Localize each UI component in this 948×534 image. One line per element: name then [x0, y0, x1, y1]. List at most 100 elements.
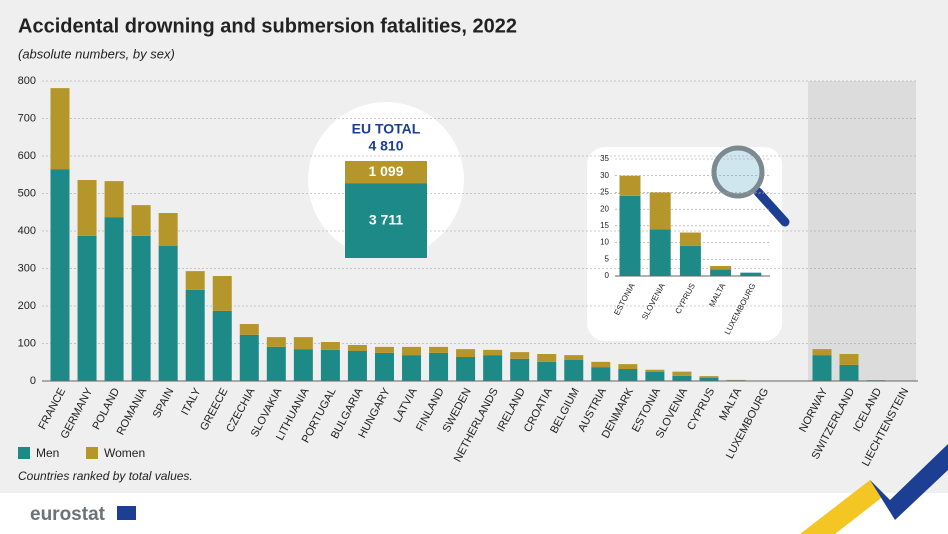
y-tick-label: 15	[600, 221, 609, 230]
y-tick-label: 30	[600, 171, 609, 180]
bar-segment	[347, 351, 367, 381]
bar-segment	[77, 235, 97, 381]
bar-segment	[618, 369, 638, 381]
bar-segment	[212, 310, 232, 381]
bar-segment	[619, 175, 641, 196]
bar-segment	[510, 352, 530, 359]
bar-segment	[320, 342, 340, 350]
magnifier	[711, 145, 790, 227]
bar-segment	[266, 337, 286, 347]
bar-segment	[710, 269, 732, 276]
legend-swatch	[18, 447, 30, 459]
bar-segment	[649, 192, 671, 230]
bar-segment	[374, 352, 394, 381]
y-tick-label: 800	[18, 75, 36, 87]
bar-segment	[212, 276, 232, 311]
bar-segment	[131, 205, 151, 236]
y-tick-label: 10	[600, 238, 609, 247]
eu-men-label: 3 711	[369, 211, 403, 227]
bar-segment	[158, 246, 178, 381]
y-tick-label: 200	[18, 300, 36, 312]
bar-segment	[812, 349, 832, 356]
bar-segment	[740, 272, 762, 276]
note: Countries ranked by total values.	[18, 469, 193, 483]
bar-segment	[293, 349, 313, 381]
legend-label: Men	[36, 446, 59, 460]
eu-women-label: 1 099	[368, 163, 403, 179]
bar-segment	[839, 364, 859, 381]
bar-segment	[77, 180, 97, 236]
bar-segment	[185, 289, 205, 381]
bar-segment	[537, 354, 557, 362]
eu-flag	[117, 506, 136, 520]
bar-segment	[374, 346, 394, 353]
bar-segment	[672, 371, 692, 376]
bar-segment	[266, 346, 286, 381]
legend-label: Women	[104, 446, 145, 460]
legend-swatch	[86, 447, 98, 459]
bar-segment	[104, 217, 124, 381]
y-tick-label: 600	[18, 150, 36, 162]
bar-segment	[510, 358, 530, 381]
y-tick-label: 25	[600, 188, 609, 197]
bar-segment	[619, 195, 641, 276]
chart-title: Accidental drowning and submersion fatal…	[18, 15, 517, 37]
bar-segment	[402, 355, 422, 381]
bar-segment	[710, 265, 732, 270]
bar-segment	[104, 181, 124, 218]
bar-segment	[456, 349, 476, 357]
y-tick-label: 500	[18, 187, 36, 199]
eu-total-label: EU TOTAL	[352, 121, 421, 137]
y-tick-label: 400	[18, 225, 36, 237]
bar-segment	[679, 245, 701, 276]
bar-segment	[293, 337, 313, 350]
bar-segment	[564, 360, 584, 381]
bar-segment	[645, 372, 665, 381]
bar-segment	[812, 355, 832, 381]
y-tick-label: 0	[605, 271, 610, 280]
bar-segment	[347, 345, 367, 351]
y-tick-label: 35	[600, 154, 609, 163]
bar-segment	[537, 361, 557, 381]
eu-total-value: 4 810	[368, 138, 403, 154]
bar-segment	[239, 324, 259, 335]
chart-subtitle: (absolute numbers, by sex)	[18, 46, 175, 61]
bar-segment	[456, 357, 476, 381]
eu-men-bar	[345, 183, 427, 258]
bar-segment	[591, 367, 611, 381]
y-tick-label: 0	[30, 375, 36, 387]
y-tick-label: 300	[18, 262, 36, 274]
bar-segment	[50, 169, 70, 381]
bar-segment	[131, 235, 151, 381]
eu-women-bar	[345, 161, 427, 184]
bar-segment	[649, 229, 671, 276]
bar-segment	[158, 213, 178, 246]
bar-segment	[699, 376, 719, 378]
bar-segment	[185, 271, 205, 290]
bar-segment	[564, 355, 584, 360]
bar-segment	[645, 369, 665, 372]
bar-segment	[239, 334, 259, 381]
bar-segment	[679, 232, 701, 246]
y-tick-label: 100	[18, 337, 36, 349]
bar-segment	[699, 377, 719, 381]
y-tick-label: 20	[600, 204, 609, 213]
bar-segment	[429, 346, 449, 353]
source-logo: eurostat	[30, 504, 106, 525]
bar-segment	[483, 349, 503, 356]
bar-segment	[402, 346, 422, 356]
bar-segment	[50, 88, 70, 170]
decoration	[800, 444, 948, 534]
bar-segment	[672, 375, 692, 381]
bar-segment	[839, 354, 859, 365]
footer-band	[0, 493, 948, 534]
y-tick-label: 700	[18, 112, 36, 124]
bar-segment	[429, 352, 449, 381]
bar-segment	[320, 349, 340, 381]
y-tick-label: 5	[605, 254, 610, 263]
bar-segment	[483, 355, 503, 381]
bar-segment	[618, 364, 638, 369]
bar-segment	[591, 361, 611, 368]
